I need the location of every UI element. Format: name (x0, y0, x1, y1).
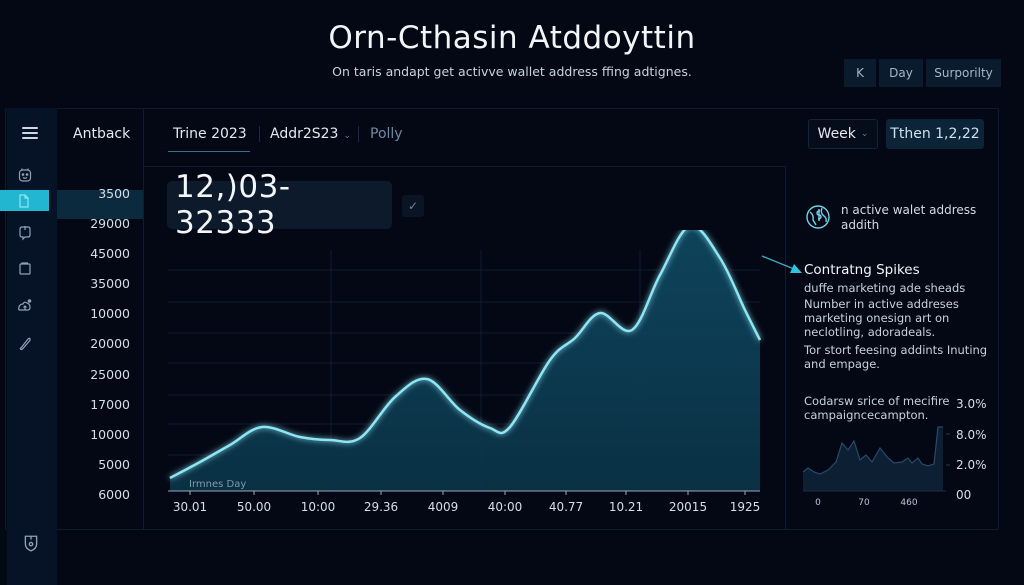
y-tick: 20000 (90, 336, 130, 351)
y-tick: 5000 (98, 457, 130, 472)
shield-icon[interactable] (22, 534, 40, 552)
main-area-chart (168, 230, 762, 495)
x-tick: 50.00 (236, 500, 272, 514)
panel-divider (785, 166, 786, 530)
globe-dollar-icon (806, 205, 830, 229)
x-tick: 40:00 (487, 500, 523, 514)
x-tick: 20015 (668, 500, 708, 514)
checkmark-icon[interactable]: ✓ (402, 195, 424, 217)
x-tick: 30.01 (172, 500, 208, 514)
arrow-pointer-icon (761, 255, 802, 273)
y-tick: 10000 (90, 427, 130, 442)
mini-chart-description: Codarsw srice of mecifire campaigncecamp… (804, 394, 950, 422)
then-button[interactable]: Tthen 1,2,22 (886, 119, 984, 149)
mini-x-tick: 0 (815, 498, 821, 508)
divider (143, 108, 144, 530)
face-icon[interactable] (0, 164, 50, 186)
x-tick: 10:00 (300, 500, 336, 514)
tab-addr2s23[interactable]: Addr2S23 ⌄ (270, 126, 351, 142)
page-subtitle: On taris andapt get activve wallet addre… (332, 64, 692, 79)
tab-polly[interactable]: Polly (370, 126, 403, 142)
active-tab-indicator (168, 151, 250, 152)
y-tick: 17000 (90, 397, 130, 412)
period-select[interactable]: Week ⌄ (808, 119, 878, 149)
document-icon[interactable] (0, 190, 49, 211)
sidebar (7, 108, 57, 585)
y-tick: 10000 (90, 306, 130, 321)
info-text: n active walet address addith (841, 203, 977, 232)
chevron-down-icon: ⌄ (860, 129, 869, 139)
mini-x-tick: 460 (900, 498, 918, 508)
y-tick: 25000 (90, 367, 130, 382)
nav-separator (358, 126, 359, 142)
annotation-subtitle: duffe marketing ade sheads (804, 281, 966, 295)
chat-bubble-icon[interactable] (0, 222, 50, 244)
mini-y-tick: 2.0% (956, 458, 987, 472)
hamburger-icon[interactable] (22, 127, 38, 139)
mini-y-tick: 8.0% (956, 428, 987, 442)
chevron-down-icon: ⌄ (343, 131, 352, 141)
annotation-title: Contratng Spikes (804, 262, 920, 278)
folder-icon[interactable] (0, 258, 50, 280)
mini-area-chart (802, 426, 950, 492)
paperclip-icon[interactable] (0, 332, 50, 354)
tab-trine-2023[interactable]: Trine 2023 (173, 126, 247, 142)
y-tick: 6000 (98, 487, 130, 502)
mini-x-tick: 70 (858, 498, 870, 508)
segment-k[interactable]: K (844, 59, 876, 87)
y-tick: 3500 (98, 186, 130, 201)
mini-y-tick: 3.0% (956, 397, 987, 411)
brand-label: Antback (73, 126, 131, 142)
series-line (169, 230, 762, 480)
annotation-body: Number in active addreses marketing ones… (804, 297, 959, 339)
mini-y-tick: 00 (956, 488, 972, 502)
series-label: Irmnes Day (189, 479, 247, 490)
segment-day[interactable]: Day (879, 59, 923, 87)
period-select-value: Week (817, 126, 856, 142)
page-title: Orn-Cthasin Atddoyttin (328, 20, 696, 56)
top-segmented-control: K Day Surporilty (844, 59, 1001, 87)
x-tick: 40.77 (548, 500, 584, 514)
area-fill (170, 230, 760, 491)
x-tick: 1925 (729, 500, 761, 514)
nav-divider (143, 166, 785, 167)
annotation-body-2: Tor stort feesing addints Inuting and em… (804, 343, 988, 371)
y-tick: 29000 (90, 216, 130, 231)
dashboard-frame (5, 108, 999, 530)
cloud-upload-icon[interactable] (0, 294, 50, 316)
x-tick: 29.36 (363, 500, 399, 514)
nav-separator (259, 126, 260, 142)
segment-surporilty[interactable]: Surporilty (926, 59, 1001, 87)
x-tick: 4009 (427, 500, 459, 514)
sidebar-active-highlight (57, 190, 143, 219)
tab-addr2s23-label: Addr2S23 (270, 126, 339, 142)
x-tick: 10.21 (608, 500, 644, 514)
y-tick: 45000 (90, 246, 130, 261)
range-value: 12,)03- 32333 (167, 169, 392, 241)
y-tick: 35000 (90, 276, 130, 291)
